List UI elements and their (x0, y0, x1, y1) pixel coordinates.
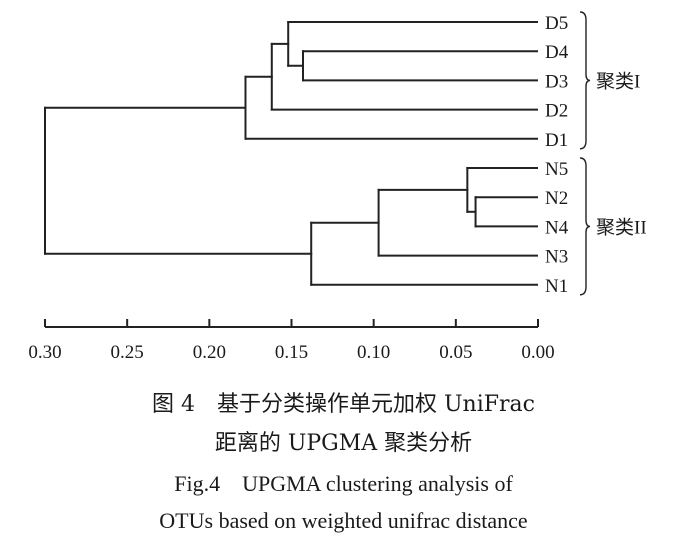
caption-english-line2: OTUs based on weighted unifrac distance (159, 508, 528, 533)
leaf-labels: D5 D4 D3 D2 D1 N5 N2 N4 N3 N1 (545, 13, 569, 297)
axis-tick-label-0.20: 0.20 (193, 342, 226, 363)
leaf-label-d5: D5 (545, 13, 568, 34)
leaf-label-d2: D2 (545, 101, 568, 122)
caption-chinese-line1: 图 4 基于分类操作单元加权 UniFrac (152, 392, 535, 417)
dendrogram-links (44, 21, 538, 286)
axis-tick-label-0.15: 0.15 (275, 342, 308, 363)
axis-tick-label-0.00: 0.00 (521, 342, 554, 363)
cluster-label-1: 聚类I (596, 70, 640, 92)
leaf-label-n1: N1 (545, 276, 568, 297)
cluster-brace-1 (579, 11, 591, 150)
leaf-label-n4: N4 (545, 217, 569, 238)
leaf-label-d3: D3 (545, 71, 568, 92)
cluster-brace-2 (579, 157, 591, 296)
dendrogram-plot: D5 D4 D3 D2 D1 N5 N2 N4 N3 N1 聚类I 聚类II 0.30 0.25 0.2… (28, 11, 647, 363)
axis-tick-label-0.10: 0.10 (357, 342, 390, 363)
leaf-label-n5: N5 (545, 159, 568, 180)
distance-axis: 0.30 0.25 0.20 0.15 0.10 0.05 0.00 (28, 319, 555, 363)
leaf-label-n3: N3 (545, 247, 568, 268)
axis-tick-label-0.05: 0.05 (439, 342, 472, 363)
leaf-label-d1: D1 (545, 130, 568, 151)
caption-english-line1: Fig.4 UPGMA clustering analysis of (174, 471, 513, 496)
leaf-label-n2: N2 (545, 188, 568, 209)
axis-tick-label-0.25: 0.25 (111, 342, 144, 363)
caption-chinese-line2: 距离的 UPGMA 聚类分析 (214, 431, 473, 456)
leaf-label-d4: D4 (545, 42, 569, 63)
cluster-label-2: 聚类II (596, 216, 647, 238)
cluster-brackets: 聚类I 聚类II (579, 11, 647, 296)
axis-tick-label-0.30: 0.30 (28, 342, 61, 363)
